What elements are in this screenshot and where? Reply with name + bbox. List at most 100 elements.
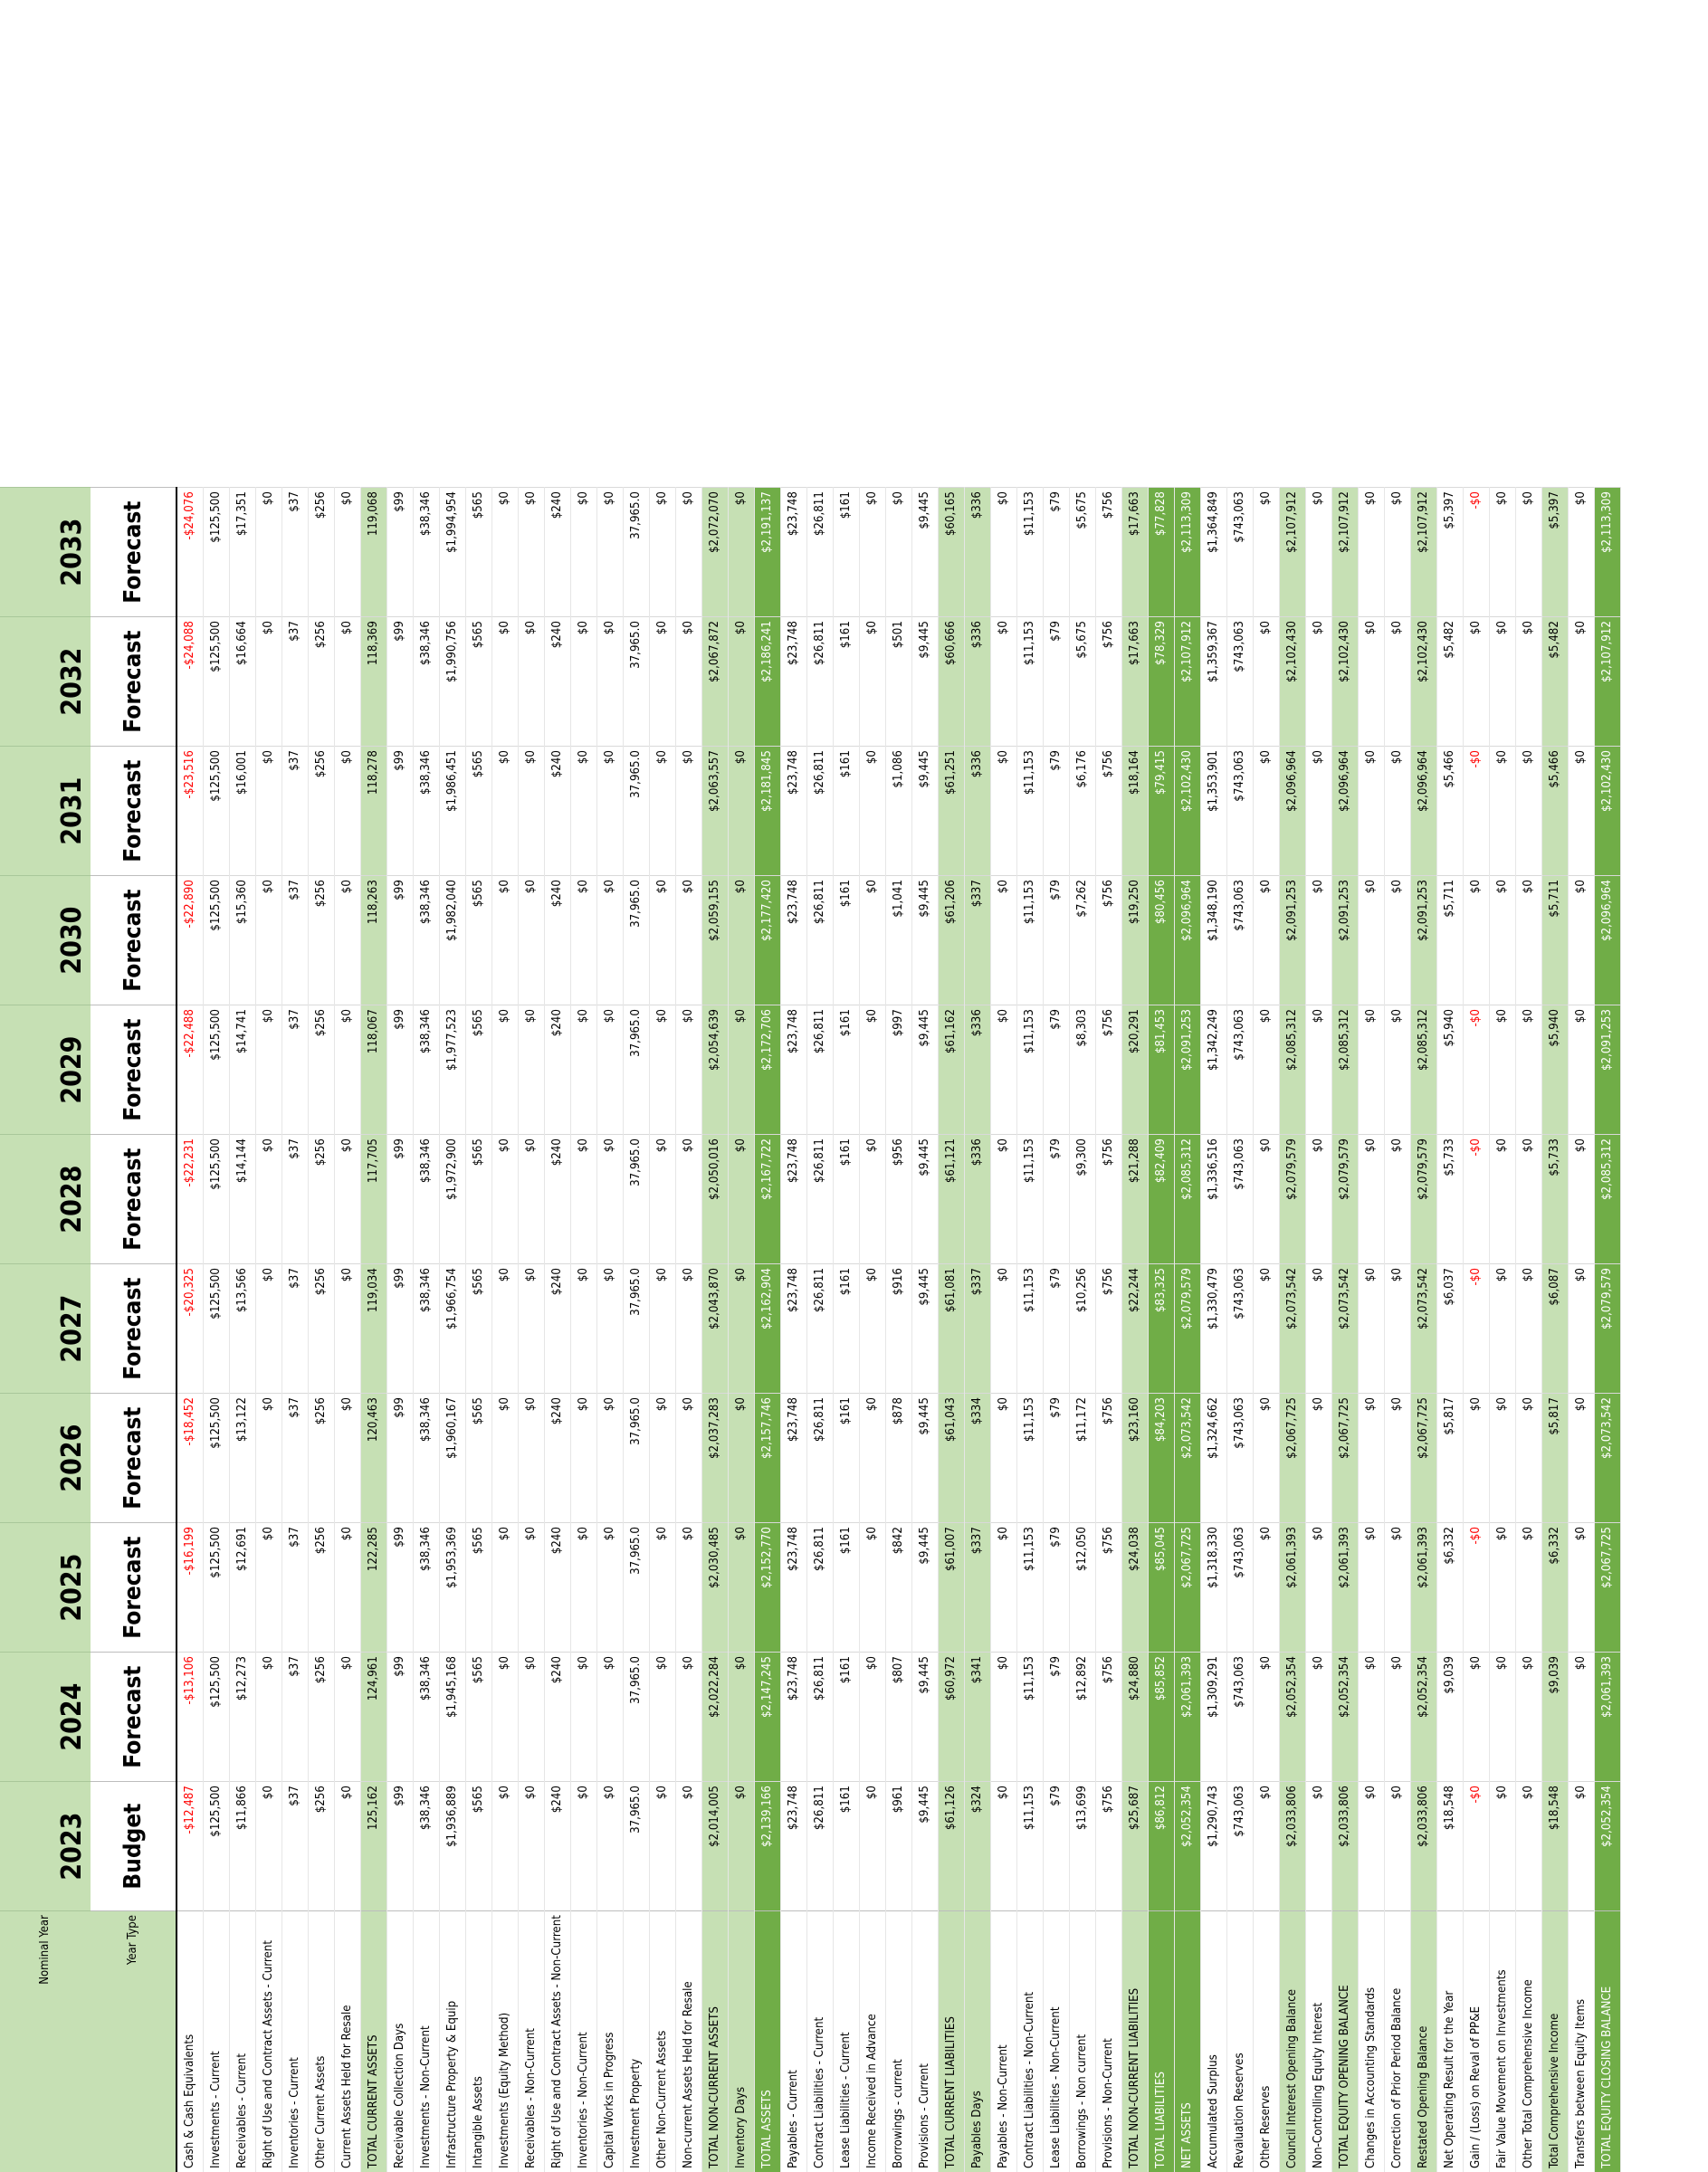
row-label[interactable]: Receivable Collection Days <box>386 1910 414 2172</box>
row-label[interactable]: Non-Controlling Equity Interest <box>1305 1910 1332 2172</box>
value-cell[interactable]: $14,144 <box>229 1134 256 1264</box>
row-label[interactable]: Investments - Current <box>203 1910 230 2172</box>
value-cell[interactable]: $6,087 <box>1541 1263 1569 1394</box>
value-cell[interactable]: $60,666 <box>938 616 965 747</box>
value-cell[interactable]: $99 <box>386 1522 414 1653</box>
value-cell[interactable]: $0 <box>518 1781 545 1911</box>
value-cell[interactable]: $61,007 <box>938 1522 965 1653</box>
value-cell[interactable]: $0 <box>675 1781 702 1911</box>
value-cell[interactable]: $1,994,954 <box>439 487 466 617</box>
value-cell[interactable]: $99 <box>386 1393 414 1523</box>
value-cell[interactable]: $23,748 <box>780 1781 807 1911</box>
row-label[interactable]: NET ASSETS <box>1174 1910 1201 2172</box>
value-cell[interactable]: $240 <box>544 1134 571 1264</box>
value-cell[interactable]: -$13,106 <box>177 1652 204 1782</box>
value-cell[interactable]: $18,164 <box>1121 746 1149 876</box>
value-cell[interactable]: $2,107,912 <box>1410 487 1437 617</box>
value-cell[interactable]: $0 <box>859 875 886 1005</box>
year-type-cell[interactable]: Forecast <box>91 1263 177 1394</box>
value-cell[interactable]: $2,050,016 <box>701 1134 729 1264</box>
value-cell[interactable]: $85,045 <box>1148 1522 1175 1653</box>
value-cell[interactable]: $743,063 <box>1226 1005 1254 1135</box>
value-cell[interactable]: $2,113,309 <box>1174 487 1201 617</box>
value-cell[interactable]: $0 <box>1305 1005 1332 1135</box>
value-cell[interactable]: -$24,076 <box>177 487 204 617</box>
value-cell[interactable]: $0 <box>596 1393 624 1523</box>
value-cell[interactable]: $2,107,912 <box>1174 616 1201 747</box>
value-cell[interactable]: $0 <box>1568 746 1595 876</box>
value-cell[interactable]: $0 <box>1515 1134 1542 1264</box>
row-label[interactable]: Right of Use and Contract Assets - Curre… <box>255 1910 282 2172</box>
value-cell[interactable]: $0 <box>675 1522 702 1653</box>
value-cell[interactable]: 119,068 <box>360 487 387 617</box>
year-header-cell[interactable]: 2032 <box>0 616 91 747</box>
value-cell[interactable]: $11,153 <box>1016 1652 1044 1782</box>
value-cell[interactable]: $8,303 <box>1069 1005 1096 1135</box>
value-cell[interactable]: $2,091,253 <box>1279 875 1306 1005</box>
value-cell[interactable]: $0 <box>1568 1781 1595 1911</box>
row-label[interactable]: Inventory Days <box>728 1910 755 2172</box>
value-cell[interactable]: $0 <box>334 1522 361 1653</box>
value-cell[interactable]: $161 <box>833 1652 860 1782</box>
year-header-cell[interactable]: 2028 <box>0 1134 91 1264</box>
year-header-cell[interactable]: 2025 <box>0 1522 91 1653</box>
value-cell[interactable]: $1,348,190 <box>1200 875 1227 1005</box>
value-cell[interactable]: $81,453 <box>1148 1005 1175 1135</box>
value-cell[interactable]: $38,346 <box>413 1263 440 1394</box>
value-cell[interactable]: 37,965.0 <box>623 1652 650 1782</box>
value-cell[interactable]: $0 <box>491 1522 519 1653</box>
value-cell[interactable]: $2,096,964 <box>1279 746 1306 876</box>
value-cell[interactable]: $5,817 <box>1436 1393 1464 1523</box>
value-cell[interactable]: $0 <box>1515 1781 1542 1911</box>
value-cell[interactable]: $23,748 <box>780 1652 807 1782</box>
row-label[interactable]: Capital Works in Progress <box>596 1910 624 2172</box>
value-cell[interactable]: $565 <box>465 487 492 617</box>
value-cell[interactable]: $256 <box>308 616 335 747</box>
value-cell[interactable]: $99 <box>386 746 414 876</box>
value-cell[interactable]: $26,811 <box>806 1522 834 1653</box>
value-cell[interactable]: $0 <box>859 1134 886 1264</box>
value-cell[interactable]: $0 <box>1515 487 1542 617</box>
value-cell[interactable]: $756 <box>1095 875 1122 1005</box>
value-cell[interactable]: $2,067,725 <box>1331 1393 1359 1523</box>
row-label[interactable]: Provisions - Current <box>911 1910 939 2172</box>
value-cell[interactable]: $0 <box>1305 1263 1332 1394</box>
value-cell[interactable]: $1,977,523 <box>439 1005 466 1135</box>
value-cell[interactable]: $0 <box>728 1263 755 1394</box>
value-cell[interactable]: $0 <box>649 616 676 747</box>
value-cell[interactable]: $2,186,241 <box>754 616 781 747</box>
year-header-cell[interactable]: 2031 <box>0 746 91 876</box>
value-cell[interactable]: $565 <box>465 1134 492 1264</box>
value-cell[interactable]: $0 <box>1463 1652 1490 1782</box>
value-cell[interactable]: 122,285 <box>360 1522 387 1653</box>
value-cell[interactable]: $2,073,542 <box>1594 1393 1621 1523</box>
value-cell[interactable]: $161 <box>833 1005 860 1135</box>
value-cell[interactable]: $0 <box>1515 746 1542 876</box>
row-label[interactable]: Receivables - Non-Current <box>518 1910 545 2172</box>
value-cell[interactable]: $0 <box>859 1522 886 1653</box>
row-label[interactable]: Borrowings - Non current <box>1069 1910 1096 2172</box>
value-cell[interactable]: $336 <box>964 487 991 617</box>
value-cell[interactable]: $14,741 <box>229 1005 256 1135</box>
value-cell[interactable]: $743,063 <box>1226 616 1254 747</box>
value-cell[interactable]: $0 <box>334 616 361 747</box>
value-cell[interactable]: $0 <box>1515 1393 1542 1523</box>
value-cell[interactable]: $125,500 <box>203 1134 230 1264</box>
value-cell[interactable]: $125,500 <box>203 1652 230 1782</box>
value-cell[interactable]: $2,091,253 <box>1174 1005 1201 1135</box>
value-cell[interactable]: $1,342,249 <box>1200 1005 1227 1135</box>
value-cell[interactable]: -$0 <box>1463 487 1490 617</box>
value-cell[interactable]: $23,748 <box>780 1134 807 1264</box>
value-cell[interactable]: $0 <box>1463 1393 1490 1523</box>
value-cell[interactable]: $0 <box>885 487 912 617</box>
value-cell[interactable]: $0 <box>1305 875 1332 1005</box>
row-label[interactable]: Inventories - Current <box>281 1910 309 2172</box>
value-cell[interactable]: $0 <box>990 1263 1017 1394</box>
value-cell[interactable]: $2,079,579 <box>1174 1263 1201 1394</box>
row-label[interactable]: Other Current Assets <box>308 1910 335 2172</box>
value-cell[interactable]: $0 <box>649 1005 676 1135</box>
row-label[interactable]: Other Non-Current Assets <box>649 1910 676 2172</box>
year-header-cell[interactable]: 2027 <box>0 1263 91 1394</box>
value-cell[interactable]: 37,965.0 <box>623 1781 650 1911</box>
row-label[interactable]: Transfers between Equity Items <box>1568 1910 1595 2172</box>
